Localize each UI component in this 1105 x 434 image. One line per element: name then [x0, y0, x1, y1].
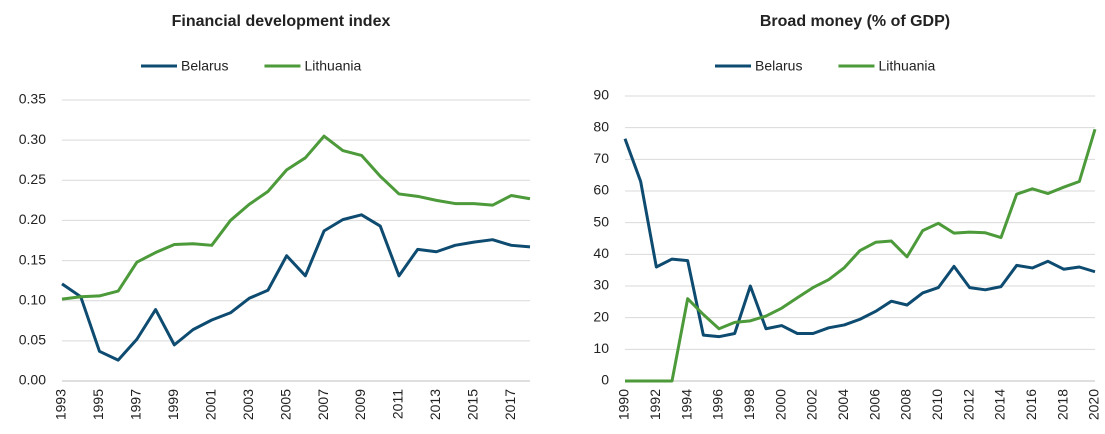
x-tick-label: 2003	[240, 389, 256, 420]
line	[61, 213, 531, 362]
x-tick-label: 2001	[202, 389, 218, 420]
x-tick-label: 1994	[678, 389, 694, 420]
legend-label: Belarus	[181, 58, 228, 74]
y-tick-label: 0.00	[19, 372, 46, 388]
y-tick-label: 0.10	[19, 291, 46, 307]
y-tick-label: 0.15	[19, 251, 46, 267]
x-tick-label: 2012	[960, 389, 976, 420]
x-tick-label: 1996	[710, 389, 726, 420]
line	[61, 134, 531, 301]
x-tick-label: 2015	[465, 389, 481, 420]
y-tick-label: 0.35	[19, 91, 46, 107]
x-tick-label: 2009	[352, 389, 368, 420]
legend-label: Belarus	[755, 58, 802, 74]
x-tick-label: 2013	[427, 389, 443, 420]
x-tick-label: 2004	[835, 389, 851, 420]
legend: Belarus Lithuania	[715, 58, 936, 74]
y-tick-label: 90	[593, 87, 609, 103]
x-tick-label: 2011	[390, 389, 406, 419]
chart-title: Financial development index	[172, 13, 391, 30]
x-tick-label: 2002	[804, 389, 820, 420]
x-tick-label: 2016	[1023, 389, 1039, 420]
x-tick-label: 2007	[315, 389, 331, 420]
line	[623, 138, 1096, 339]
y-tick-label: 50	[593, 213, 609, 229]
x-tick-label: 1993	[53, 389, 69, 420]
y-tick-label: 0.05	[19, 332, 46, 348]
y-tick-label: 30	[593, 277, 609, 293]
x-tick-label: 2020	[1086, 389, 1102, 420]
legend-label: Lithuania	[304, 58, 361, 74]
x-tick-label: 1999	[165, 389, 181, 420]
y-tick-label: 10	[593, 340, 609, 356]
y-tick-label: 0.25	[19, 171, 46, 187]
chart-title: Broad money (% of GDP)	[760, 13, 950, 30]
y-tick-label: 0	[601, 372, 609, 388]
x-tick-label: 2014	[992, 389, 1008, 420]
x-tick-label: 1995	[90, 389, 106, 420]
x-tick-label: 1997	[128, 389, 144, 420]
y-tick-label: 0.30	[19, 131, 46, 147]
y-tick-label: 20	[593, 308, 609, 324]
x-tick-label: 2005	[277, 389, 293, 420]
y-tick-label: 60	[593, 182, 609, 198]
x-tick-label: 2008	[898, 389, 914, 420]
x-tick-label: 2017	[502, 389, 518, 420]
x-tick-label: 1992	[647, 389, 663, 420]
x-tick-label: 1998	[741, 389, 757, 420]
y-tick-label: 80	[593, 118, 609, 134]
x-tick-label: 2018	[1054, 389, 1070, 420]
x-tick-label: 2006	[866, 389, 882, 420]
x-tick-label: 1990	[616, 389, 632, 420]
y-tick-label: 70	[593, 150, 609, 166]
x-tick-label: 2000	[772, 389, 788, 420]
y-tick-label: 40	[593, 245, 609, 261]
y-tick-label: 0.20	[19, 211, 46, 227]
legend: Belarus Lithuania	[141, 58, 362, 74]
line	[625, 128, 1097, 383]
x-tick-label: 2010	[929, 389, 945, 420]
legend-label: Lithuania	[878, 58, 935, 74]
